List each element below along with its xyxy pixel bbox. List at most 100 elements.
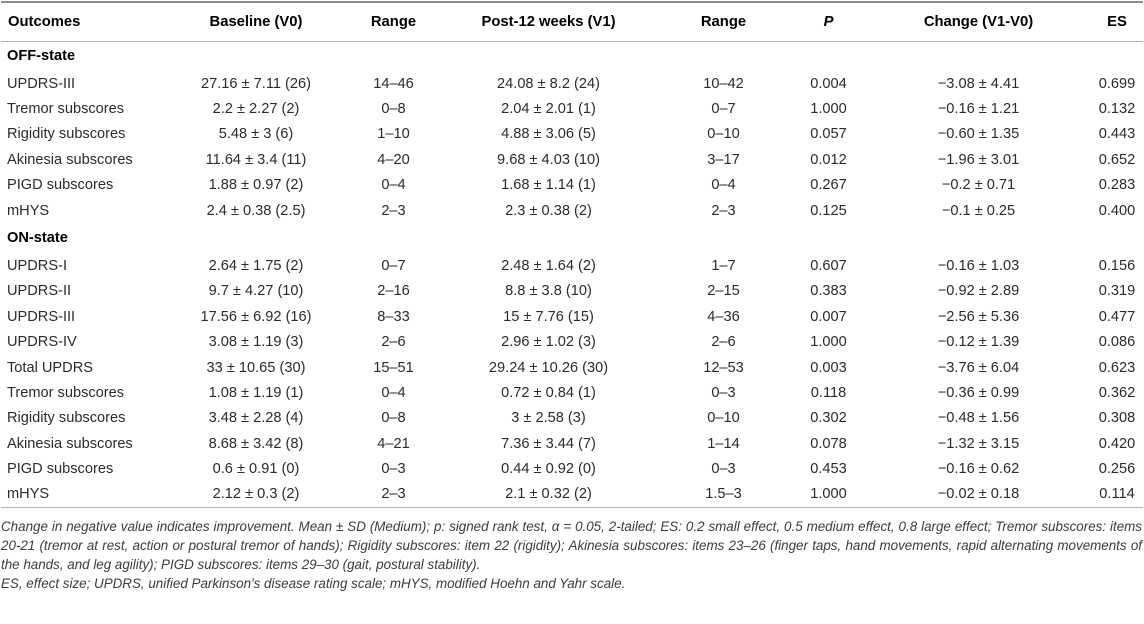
cell: 29.24 ± 10.26 (30) bbox=[488, 359, 609, 376]
cell: 0–10 bbox=[707, 126, 740, 143]
cell: 2.12 ± 0.3 (2) bbox=[212, 486, 300, 503]
cell: −0.1 ± 0.25 bbox=[941, 202, 1016, 219]
cell: 27.16 ± 7.11 (26) bbox=[201, 75, 311, 92]
cell: −0.2 ± 0.71 bbox=[941, 177, 1016, 194]
cell: −2.56 ± 5.36 bbox=[937, 308, 1020, 325]
cell: 1.68 ± 1.14 (1) bbox=[501, 177, 596, 194]
cell: 2–16 bbox=[377, 283, 410, 300]
cell: 2.2 ± 2.27 (2) bbox=[212, 101, 300, 118]
cell: 24.08 ± 8.2 (24) bbox=[497, 75, 600, 92]
cell: −0.60 ± 1.35 bbox=[937, 126, 1020, 143]
table-row: UPDRS-IV 3.08 ± 1.19 (3) 2–6 2.96 ± 1.02 (3… bbox=[1, 330, 1143, 355]
row-label: UPDRS-III bbox=[7, 308, 76, 325]
cell: 33 ± 10.65 (30) bbox=[206, 359, 306, 376]
cell: 9.7 ± 4.27 (10) bbox=[208, 283, 304, 300]
cell: 0.012 bbox=[810, 151, 847, 168]
cell: 0.319 bbox=[1098, 283, 1136, 300]
row-label: UPDRS-II bbox=[7, 283, 72, 300]
row-label: Akinesia subscores bbox=[7, 151, 133, 168]
section-label: ON-state bbox=[7, 230, 68, 247]
column-header-baseline: Baseline (V0) bbox=[166, 2, 346, 42]
cell: −1.32 ± 3.15 bbox=[937, 435, 1020, 452]
table-row: mHYS 2.12 ± 0.3 (2) 2–3 2.1 ± 0.32 (2) 1.5–3… bbox=[1, 482, 1143, 507]
cell: 3–17 bbox=[707, 151, 740, 168]
table-row: Tremor subscores 1.08 ± 1.19 (1) 0–4 0.72 ±… bbox=[1, 380, 1143, 405]
row-label: Tremor subscores bbox=[7, 101, 125, 118]
cell: 2–3 bbox=[711, 202, 736, 219]
row-label: mHYS bbox=[7, 486, 50, 503]
cell: 0.699 bbox=[1098, 75, 1136, 92]
cell: 10–42 bbox=[703, 75, 744, 92]
table-body: OFF-state UPDRS-III 27.16 ± 7.11 (26) 14–46… bbox=[1, 41, 1143, 507]
table-row: Rigidity subscores 3.48 ± 2.28 (4) 0–8 3 ± … bbox=[1, 406, 1143, 431]
cell: 0.078 bbox=[810, 435, 847, 452]
cell: 4–21 bbox=[377, 435, 410, 452]
table-row: Tremor subscores 2.2 ± 2.27 (2) 0–8 2.04 ± … bbox=[1, 96, 1143, 121]
cell: 3.08 ± 1.19 (3) bbox=[208, 334, 304, 351]
table-row: PIGD subscores 1.88 ± 0.97 (2) 0–4 1.68 ± 1… bbox=[1, 173, 1143, 198]
cell: 0.125 bbox=[810, 202, 847, 219]
cell: 5.48 ± 3 (6) bbox=[218, 126, 294, 143]
cell: 4–20 bbox=[377, 151, 410, 168]
column-header-post12weeks: Post-12 weeks (V1) bbox=[441, 2, 656, 42]
table-row: Akinesia subscores 11.64 ± 3.4 (11) 4–20 9.… bbox=[1, 147, 1143, 172]
cell: 0–3 bbox=[711, 461, 736, 478]
cell: −3.08 ± 4.41 bbox=[937, 75, 1020, 92]
cell: −0.36 ± 0.99 bbox=[937, 384, 1020, 401]
cell: 14–46 bbox=[373, 75, 414, 92]
cell: 12–53 bbox=[703, 359, 744, 376]
cell: 0–10 bbox=[707, 410, 740, 427]
column-header-range-post: Range bbox=[656, 2, 791, 42]
table-header: Outcomes Baseline (V0) Range Post-12 wee… bbox=[1, 2, 1143, 42]
cell: 0.086 bbox=[1098, 334, 1136, 351]
table-row: UPDRS-II 9.7 ± 4.27 (10) 2–16 8.8 ± 3.8 (10… bbox=[1, 279, 1143, 304]
cell: −1.96 ± 3.01 bbox=[937, 151, 1020, 168]
cell: 2.1 ± 0.32 (2) bbox=[505, 486, 592, 503]
cell: −0.12 ± 1.39 bbox=[937, 334, 1020, 351]
cell: 3.48 ± 2.28 (4) bbox=[208, 410, 304, 427]
cell: 15 ± 7.76 (15) bbox=[503, 308, 594, 325]
cell: 0.057 bbox=[810, 126, 847, 143]
column-header-change: Change (V1-V0) bbox=[866, 2, 1091, 42]
cell: 1.08 ± 1.19 (1) bbox=[208, 384, 304, 401]
cell: 4.88 ± 3.06 (5) bbox=[501, 126, 596, 143]
footnote-abbreviations: ES, effect size; UPDRS, unified Parkinso… bbox=[1, 575, 626, 591]
cell: 2–3 bbox=[381, 202, 406, 219]
cell: 2–6 bbox=[381, 334, 406, 351]
cell: 15–51 bbox=[373, 359, 414, 376]
cell: 4–36 bbox=[707, 308, 740, 325]
header-row: Outcomes Baseline (V0) Range Post-12 wee… bbox=[1, 2, 1143, 42]
cell: 2.96 ± 1.02 (3) bbox=[501, 334, 596, 351]
cell: 0.132 bbox=[1098, 101, 1136, 118]
cell: −0.16 ± 1.21 bbox=[937, 101, 1020, 118]
cell: 2.04 ± 2.01 (1) bbox=[501, 101, 596, 118]
cell: 0–7 bbox=[711, 101, 736, 118]
cell: 0–4 bbox=[381, 384, 406, 401]
section-header-row: ON-state bbox=[1, 223, 1143, 253]
cell: 0–3 bbox=[381, 461, 406, 478]
cell: 2.4 ± 0.38 (2.5) bbox=[206, 202, 306, 219]
cell: 0.72 ± 0.84 (1) bbox=[501, 384, 596, 401]
row-label: Total UPDRS bbox=[7, 359, 93, 376]
cell: 1.000 bbox=[810, 101, 847, 118]
cell: 1–10 bbox=[377, 126, 410, 143]
cell: 0.652 bbox=[1098, 151, 1136, 168]
row-label: Rigidity subscores bbox=[7, 410, 126, 427]
table-row: Akinesia subscores 8.68 ± 3.42 (8) 4–21 7.3… bbox=[1, 431, 1143, 456]
cell: 0–3 bbox=[711, 384, 736, 401]
row-label: Akinesia subscores bbox=[7, 435, 133, 452]
cell: 0.308 bbox=[1098, 410, 1136, 427]
cell: 8.8 ± 3.8 (10) bbox=[505, 283, 592, 300]
cell: 8.68 ± 3.42 (8) bbox=[208, 435, 304, 452]
row-label: PIGD subscores bbox=[7, 461, 114, 478]
cell: 2.3 ± 0.38 (2) bbox=[505, 202, 592, 219]
table-row: Rigidity subscores 5.48 ± 3 (6) 1–10 4.88 ±… bbox=[1, 122, 1143, 147]
cell: 0.44 ± 0.92 (0) bbox=[501, 461, 596, 478]
table-row: Total UPDRS 33 ± 10.65 (30) 15–51 29.24 ± 1… bbox=[1, 355, 1143, 380]
cell: 2–6 bbox=[711, 334, 736, 351]
cell: 0.362 bbox=[1098, 384, 1136, 401]
cell: 0–7 bbox=[381, 258, 406, 275]
cell: 17.56 ± 6.92 (16) bbox=[200, 308, 312, 325]
cell: 0.443 bbox=[1098, 126, 1136, 143]
